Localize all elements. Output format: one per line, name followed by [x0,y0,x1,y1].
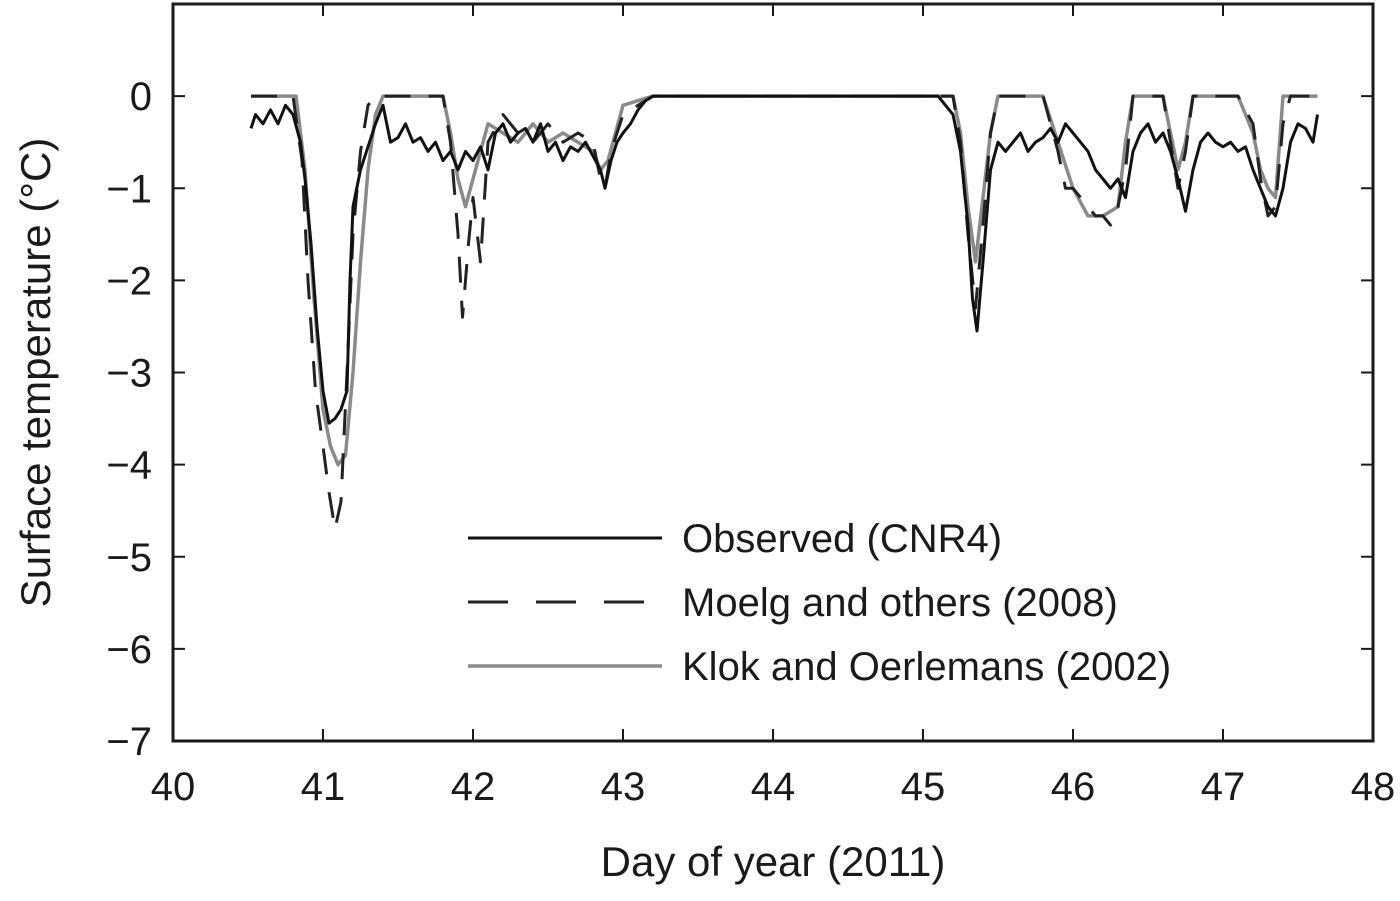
plot-frame [171,2,1375,743]
x-tick-label: 47 [1201,765,1246,809]
y-tick-label: −3 [106,352,152,396]
legend: Observed (CNR4) Moelg and others (2008) Kl… [468,517,1171,689]
x-tick-label: 45 [901,765,946,809]
y-axis: 0 −1 −2 −3 −4 −5 −6 −7 [106,75,1373,764]
x-tick-label: 42 [451,765,496,809]
x-axis: 40 41 42 43 44 45 46 47 48 [151,4,1396,809]
y-tick-label: −1 [106,167,152,211]
x-tick-label: 48 [1351,765,1396,809]
y-tick-label: −5 [106,536,152,580]
plot-area [249,94,1319,531]
x-tick-label: 46 [1051,765,1096,809]
legend-label: Observed (CNR4) [682,517,1002,561]
x-tick-label: 44 [751,765,796,809]
y-tick-label: −4 [106,444,152,488]
series-line-moelg [251,94,1318,531]
series-line-klok [251,94,1318,467]
y-tick-label: 0 [130,75,152,119]
y-tick-label: −7 [106,720,152,764]
y-tick-label: −2 [106,259,152,303]
x-tick-label: 41 [301,765,346,809]
y-axis-label: Surface temperature (°C) [12,138,59,608]
x-tick-label: 40 [151,765,196,809]
legend-label: Klok and Oerlemans (2002) [682,645,1171,689]
x-axis-label: Day of year (2011) [601,838,946,885]
legend-label: Moelg and others (2008) [682,581,1118,625]
x-tick-label: 43 [601,765,646,809]
y-tick-label: −6 [106,628,152,672]
series-line-observed [249,94,1319,425]
